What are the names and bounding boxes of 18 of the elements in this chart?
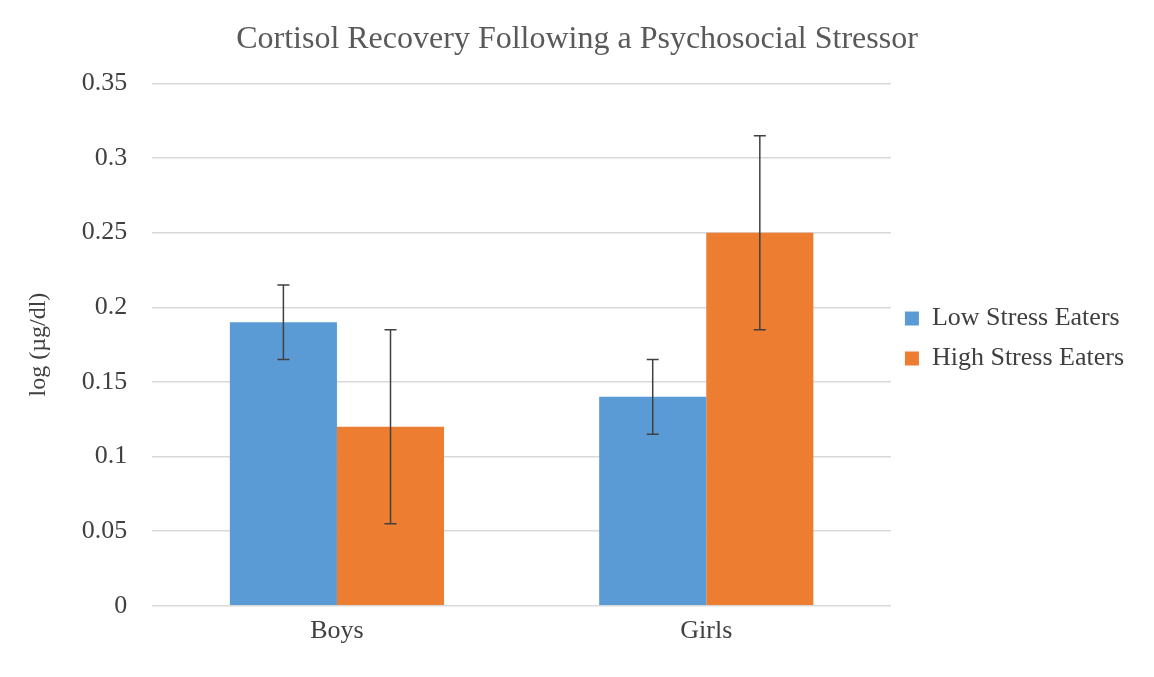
x-tick-label: Girls (680, 615, 733, 645)
legend-label: Low Stress Eaters (931, 302, 1120, 332)
y-tick-label: 0.1 (94, 440, 128, 470)
y-tick-label: 0.35 (81, 67, 128, 97)
bar (229, 322, 337, 606)
bar (706, 232, 814, 606)
y-axis-title: log (µg/dl) (23, 292, 50, 397)
bar (336, 426, 445, 606)
y-tick-label: 0.25 (81, 216, 128, 246)
y-tick-label: 0.3 (94, 141, 128, 171)
chart-title: Cortisol Recovery Following a Psychosocial Stressor (236, 18, 919, 55)
x-tick-label: Boys (310, 615, 364, 645)
y-tick-label: 0.2 (94, 291, 128, 321)
bar (599, 396, 707, 606)
y-tick-label: 0.15 (81, 365, 128, 395)
legend-label: High Stress Eaters (931, 342, 1125, 372)
y-tick-label: 0 (114, 589, 128, 619)
y-tick-label: 0.05 (81, 515, 128, 544)
